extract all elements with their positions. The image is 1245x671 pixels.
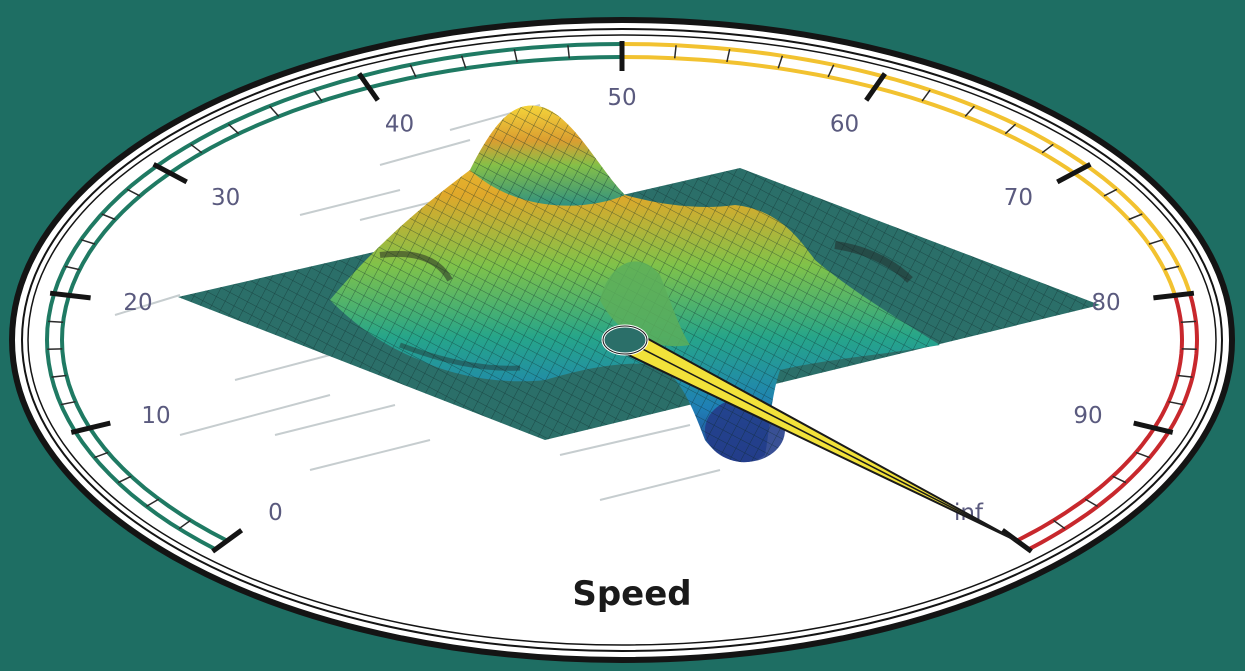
tick-label-20: 20 <box>123 290 152 316</box>
tick-label-80: 80 <box>1091 290 1120 316</box>
tick-label-0: 0 <box>268 500 283 526</box>
tick-label-40: 40 <box>385 112 414 138</box>
tick-label-60: 60 <box>830 112 859 138</box>
gauge-title: Speed <box>572 574 691 614</box>
minor-tick-82 <box>1181 321 1196 322</box>
tick-label-90: 90 <box>1073 403 1102 429</box>
tick-label-50: 50 <box>607 85 636 111</box>
minor-tick-18 <box>48 321 63 322</box>
tick-label-10: 10 <box>141 403 170 429</box>
tick-label-30: 30 <box>211 185 240 211</box>
tick-label-70: 70 <box>1004 185 1033 211</box>
